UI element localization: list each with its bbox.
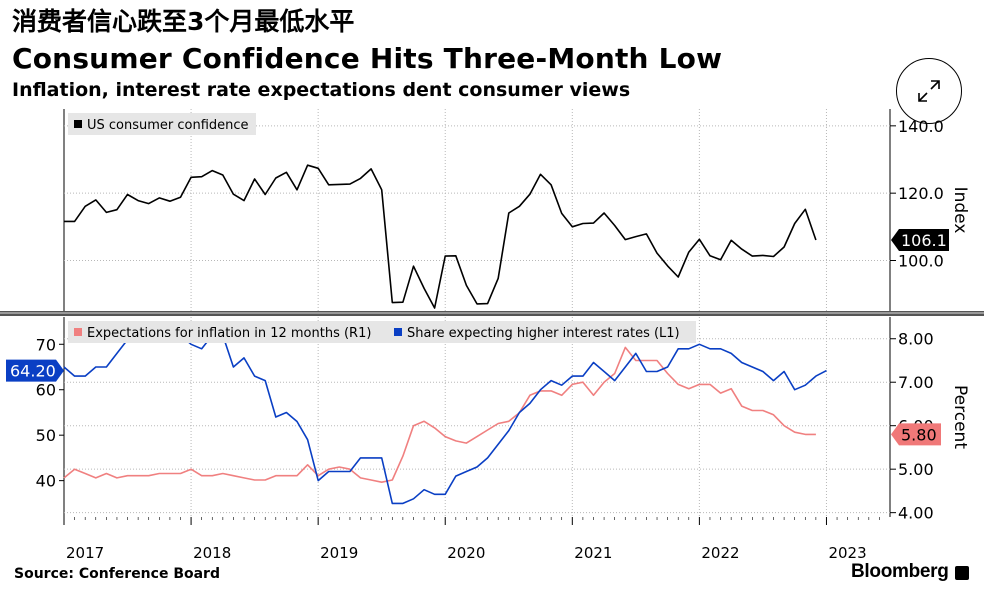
- source-note: Source: Conference Board: [14, 566, 220, 582]
- right-y-tick-label: 5.00: [898, 460, 934, 479]
- top-panel: 100.0 120.0 140.0 Index US consumer confiden…: [0, 109, 984, 316]
- left-y-tick-label: 60: [36, 381, 56, 400]
- top-legend-box: [68, 113, 256, 135]
- expand-arrows-icon: [918, 80, 940, 102]
- bottom-panel: 405060704.005.006.007.008.00PercentExpec…: [6, 317, 970, 523]
- chart-title-chinese: 消费者信心跌至3个月最低水平: [12, 7, 355, 36]
- x-tick-label: 2022: [701, 544, 739, 560]
- x-tick-label: 2021: [574, 544, 612, 560]
- chart-area: 100.0 120.0 140.0 Index US consumer confiden…: [0, 109, 984, 560]
- x-tick-label: 2017: [66, 544, 104, 560]
- right-y-tick-label: 7.00: [898, 373, 934, 392]
- x-tick-label: 2023: [828, 544, 866, 560]
- left-y-tick-label: 40: [36, 472, 56, 491]
- chart-title: Consumer Confidence Hits Three-Month Low: [12, 42, 723, 75]
- last-value-tag-inflation-shape: [891, 423, 941, 446]
- brand-logo: Bloomberg: [851, 561, 949, 582]
- left-y-tick-label: 50: [36, 426, 56, 445]
- legend-swatch-confidence: [74, 120, 82, 128]
- top-y-tick-label: 140.0: [898, 117, 944, 136]
- legend-swatch-interest: [394, 328, 402, 336]
- right-y-axis-label: Percent: [950, 385, 970, 449]
- x-tick-label: 2018: [193, 544, 231, 560]
- last-value-tag-inflation-text: 5.80: [901, 425, 937, 444]
- x-tick-label: 2019: [320, 544, 358, 560]
- last-value-tag-interest-text: 64.20: [10, 362, 56, 381]
- top-y-axis-label: Index: [950, 187, 970, 234]
- top-y-tick-label: 120.0: [898, 184, 944, 203]
- panel-divider-highlight: [0, 312, 984, 314]
- legend-swatch-inflation: [74, 328, 82, 336]
- consumer-confidence-line: [64, 164, 817, 309]
- last-value-tag-interest-shape: [6, 359, 64, 382]
- bloomberg-terminal-icon: [955, 566, 969, 580]
- right-y-tick-label: 4.00: [898, 504, 934, 523]
- x-axis: 2017 2018 2019 2020 2021 2022 2023: [63, 517, 880, 560]
- expand-button[interactable]: [896, 58, 962, 124]
- top-y-tick-label: 100.0: [898, 252, 944, 271]
- inflation-expectations-line: [63, 346, 816, 483]
- legend-label-interest: Share expecting higher interest rates (L…: [407, 326, 680, 341]
- left-y-tick-label: 70: [36, 335, 56, 354]
- legend-label-inflation: Expectations for inflation in 12 months …: [87, 326, 371, 341]
- right-y-tick-label: 8.00: [898, 330, 934, 349]
- chart-subtitle: Inflation, interest rate expectations de…: [12, 79, 631, 101]
- interest-rate-expectations-line: [63, 329, 827, 505]
- last-value-tag-confidence-text: 106.1: [901, 231, 947, 250]
- bottom-legend-box: [68, 321, 696, 343]
- x-tick-label: 2020: [447, 544, 485, 560]
- last-value-tag-confidence-shape: [891, 228, 949, 251]
- legend-label-confidence: US consumer confidence: [87, 118, 249, 133]
